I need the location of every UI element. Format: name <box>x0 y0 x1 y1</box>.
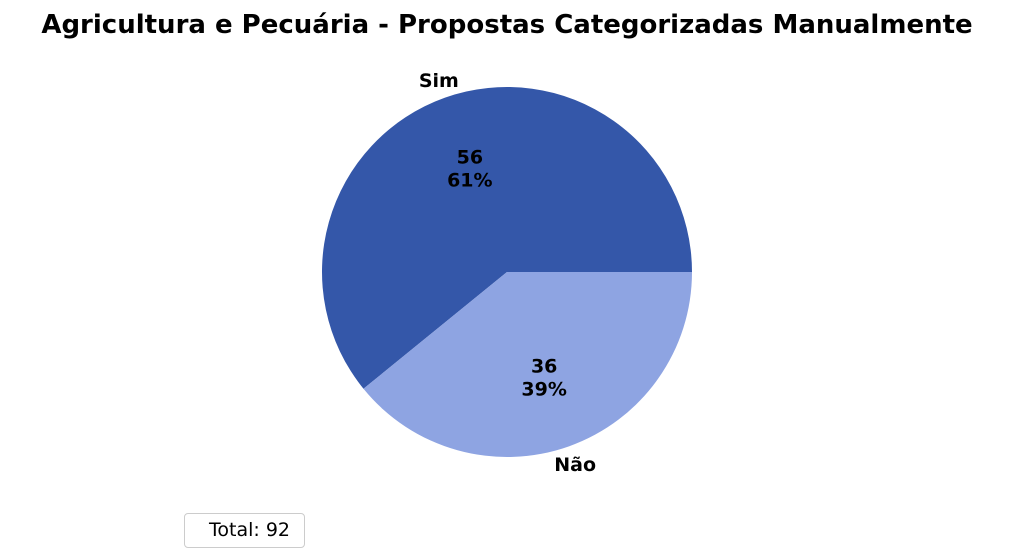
slice-value-sim: 56 <box>457 146 483 168</box>
slice-percent-nao: 39% <box>521 379 566 401</box>
slice-label-sim: Sim <box>419 70 459 92</box>
slice-percent-sim: 61% <box>447 169 492 191</box>
pie-slice-sim <box>322 87 692 389</box>
chart-title: Agricultura e Pecuária - Propostas Categ… <box>41 10 972 40</box>
pie-slice-nao <box>363 272 692 458</box>
slice-value-nao: 36 <box>531 356 557 378</box>
legend-total: Total: 92 <box>184 513 305 548</box>
pie-slices <box>322 87 692 458</box>
legend-total-text: Total: 92 <box>209 519 290 541</box>
slice-label-nao: Não <box>554 454 596 476</box>
